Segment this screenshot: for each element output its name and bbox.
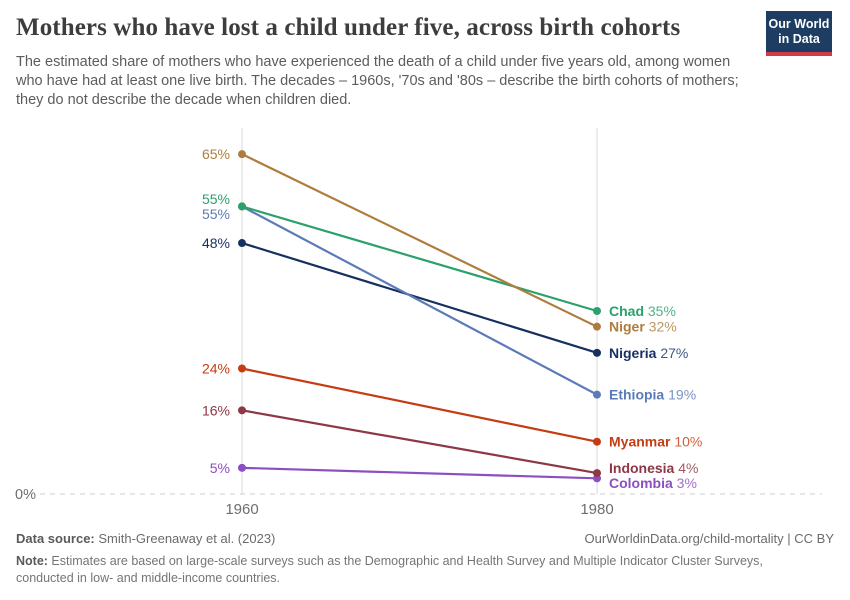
footnote-label: Note:: [16, 554, 48, 568]
series-label-myanmar[interactable]: Myanmar 10%: [609, 434, 702, 450]
series-dot-end-nigeria[interactable]: [593, 348, 601, 357]
series-label-niger[interactable]: Niger 32%: [609, 319, 677, 335]
series-dot-end-chad[interactable]: [593, 307, 601, 315]
series-line-nigeria[interactable]: [241, 241, 598, 354]
start-value-label-chad: 55%: [202, 191, 230, 207]
series-dot-start-indonesia[interactable]: [238, 406, 246, 415]
source-row: Data source: Smith-Greenaway et al. (202…: [16, 531, 834, 546]
data-source-label: Data source:: [16, 531, 95, 546]
series-dot-start-colombia[interactable]: [238, 463, 246, 472]
series-label-ethiopia[interactable]: Ethiopia 19%: [609, 387, 696, 403]
start-value-label-niger: 65%: [202, 146, 230, 162]
series-dot-end-indonesia[interactable]: [593, 469, 601, 478]
series-line-indonesia[interactable]: [241, 409, 598, 475]
series-label-indonesia[interactable]: Indonesia 4%: [609, 460, 698, 476]
series-dot-end-ethiopia[interactable]: [593, 390, 601, 399]
start-value-label-myanmar: 24%: [202, 361, 230, 377]
series-label-nigeria[interactable]: Nigeria 27%: [609, 345, 688, 361]
owid-logo-line2: in Data: [778, 32, 820, 46]
chart-subtitle: The estimated share of mothers who have …: [16, 53, 739, 109]
data-source: Data source: Smith-Greenaway et al. (202…: [16, 531, 275, 546]
series-label-chad[interactable]: Chad 35%: [609, 303, 676, 319]
x-tick-1960: 1960: [225, 501, 258, 518]
series-dot-start-chad[interactable]: [238, 202, 246, 211]
start-value-label-nigeria: 48%: [202, 235, 230, 251]
series-dot-start-niger[interactable]: [238, 150, 246, 159]
data-source-text: Smith-Greenaway et al. (2023): [94, 531, 276, 546]
series-dot-end-myanmar[interactable]: [593, 437, 601, 446]
series-label-colombia[interactable]: Colombia 3%: [609, 475, 697, 491]
chart-header: Mothers who have lost a child under five…: [16, 11, 834, 111]
start-value-label-colombia: 5%: [210, 460, 230, 476]
owid-logo-line1: Our World: [768, 17, 830, 31]
footnote: Note: Estimates are based on large-scale…: [16, 553, 786, 588]
series-dot-start-nigeria[interactable]: [238, 239, 246, 248]
start-value-label-ethiopia: 55%: [202, 206, 230, 222]
license-link[interactable]: OurWorldinData.org/child-mortality | CC …: [584, 531, 835, 546]
series-line-niger[interactable]: [241, 153, 598, 328]
page-title: Mothers who have lost a child under five…: [16, 14, 681, 41]
y-axis-zero-label: 0%: [15, 487, 36, 503]
series-line-chad[interactable]: [241, 205, 598, 313]
series-dot-start-myanmar[interactable]: [238, 364, 246, 373]
series-dot-end-niger[interactable]: [593, 322, 601, 331]
chart-footer: Data source: Smith-Greenaway et al. (202…: [16, 531, 834, 588]
x-tick-1980: 1980: [580, 501, 613, 518]
series-line-myanmar[interactable]: [241, 367, 598, 443]
series-line-colombia[interactable]: [241, 466, 598, 480]
footnote-text: Estimates are based on large-scale surve…: [16, 554, 763, 586]
series-line-ethiopia[interactable]: [241, 205, 598, 396]
owid-logo: Our World in Data: [766, 11, 832, 56]
start-value-label-indonesia: 16%: [202, 402, 230, 418]
